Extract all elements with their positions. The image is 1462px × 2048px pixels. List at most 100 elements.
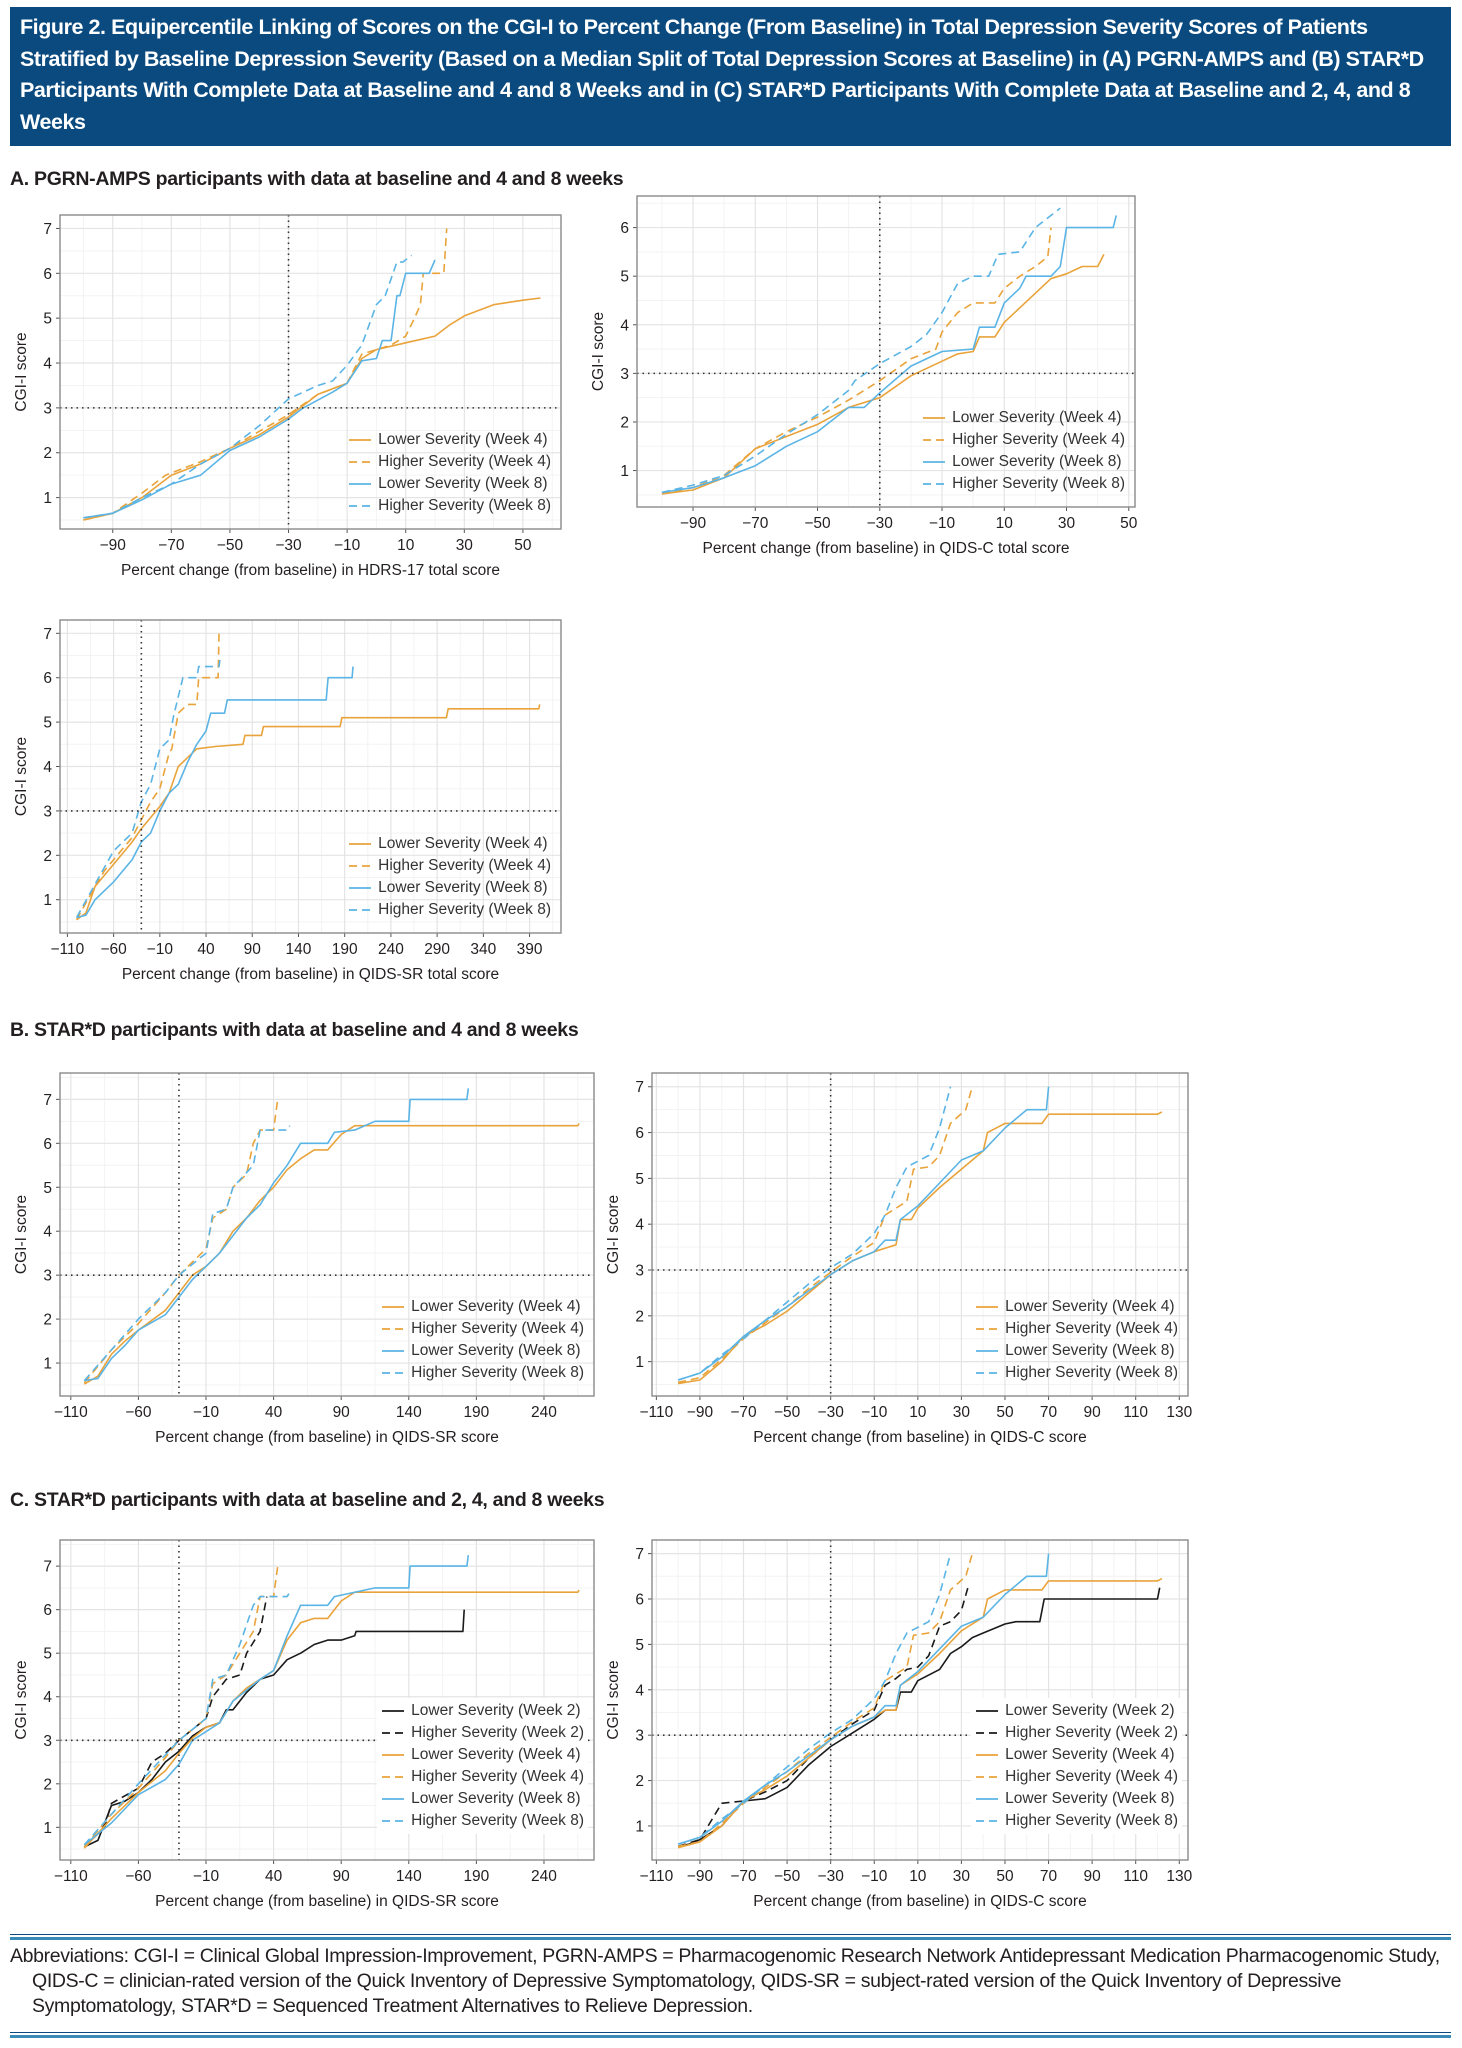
x-tick-label: −70 (730, 1404, 757, 1421)
x-tick-label: −110 (54, 1404, 88, 1421)
x-tick-label: −110 (639, 1868, 673, 1885)
footnote-top-rule (10, 1934, 1451, 1940)
legend-label: Higher Severity (Week 8) (952, 475, 1125, 492)
y-axis-title: CGI-I score (605, 1660, 622, 1739)
x-tick-label: 90 (1084, 1868, 1102, 1885)
x-tick-label: −110 (54, 1868, 88, 1885)
legend-item: Higher Severity (Week 8) (348, 899, 551, 921)
chart-svg: −110 −60 −10 40 90 140 190 240 1 2 3 4 5 6 7 Percent ch… (13, 1072, 595, 1446)
x-tick-label: −50 (774, 1404, 801, 1421)
chart-svg: −90 −70 −50 −30 −10 10 30 50 1 2 3 4 5 6 7 Percent chan… (13, 214, 562, 579)
x-tick-label: 390 (517, 941, 543, 958)
y-axis-title: CGI-I score (13, 332, 30, 411)
y-tick-label: 7 (43, 1559, 52, 1576)
x-tick-label: 70 (1040, 1868, 1058, 1885)
y-tick-label: 7 (635, 1546, 644, 1563)
legend-item: Higher Severity (Week 4) (381, 1766, 584, 1788)
y-tick-label: 3 (43, 803, 52, 820)
legend-key (923, 439, 946, 441)
legend-item: Lower Severity (Week 4) (348, 833, 551, 855)
x-tick-label: −50 (804, 515, 831, 532)
x-tick-label: −10 (193, 1404, 220, 1421)
x-tick-label: 70 (1040, 1404, 1058, 1421)
series-line-higher-severity-week-8 (677, 1553, 952, 1845)
x-axis-title: Percent change (from baseline) in QIDS-C… (753, 1893, 1086, 1910)
chart-svg: −110 −60 −10 40 90 140 190 240 290 340 390 1 2 3 4 5 6 7 P… (13, 619, 562, 983)
legend-label: Lower Severity (Week 8) (952, 453, 1122, 470)
chart-a-hdrs17: −90 −70 −50 −30 −10 10 30 50 1 2 3 4 5 6 7 Percent chan… (0, 200, 576, 591)
legend-key (349, 909, 372, 911)
plot-frame (59, 1539, 595, 1861)
legend-label: Higher Severity (Week 4) (1005, 1320, 1178, 1337)
series-line-lower-severity-week-2 (677, 1587, 1161, 1848)
series-line-higher-severity-week-4 (661, 227, 1052, 495)
section-a-heading: A. PGRN-AMPS participants with data at b… (10, 168, 624, 190)
y-tick-label: 5 (635, 1171, 644, 1188)
legend-label: Higher Severity (Week 4) (1005, 1768, 1178, 1785)
y-axis-title: CGI-I score (13, 1660, 30, 1739)
x-axis-title: Percent change (from baseline) in QIDS-C… (753, 1429, 1086, 1446)
legend-label: Higher Severity (Week 8) (411, 1812, 584, 1829)
legend-item: Lower Severity (Week 4) (975, 1744, 1178, 1766)
y-tick-label: 4 (43, 1689, 52, 1706)
legend-key (976, 1372, 999, 1374)
legend-key (382, 1754, 405, 1756)
x-tick-label: −10 (334, 537, 361, 554)
chart-a-qids-sr: −110 −60 −10 40 90 140 190 240 290 340 390 1 2 3 4 5 6 7 P… (0, 605, 576, 995)
x-tick-label: −70 (730, 1868, 757, 1885)
legend-item: Lower Severity (Week 2) (975, 1700, 1178, 1722)
y-tick-label: 2 (43, 1312, 52, 1329)
y-tick-label: 5 (43, 1180, 52, 1197)
legend-label: Higher Severity (Week 4) (411, 1768, 584, 1785)
x-tick-label: −30 (818, 1868, 845, 1885)
x-tick-label: −60 (100, 941, 127, 958)
legend-label: Lower Severity (Week 4) (1005, 1298, 1175, 1315)
legend-key (382, 1372, 405, 1374)
figure-title: Figure 2. Equipercentile Linking of Scor… (10, 7, 1451, 146)
legend-label: Lower Severity (Week 2) (411, 1702, 581, 1719)
legend-label: Higher Severity (Week 8) (1005, 1812, 1178, 1829)
y-tick-label: 6 (635, 1125, 644, 1142)
series-line-lower-severity-week-4 (83, 1123, 580, 1385)
x-tick-label: 240 (531, 1868, 557, 1885)
legend-item: Lower Severity (Week 8) (348, 877, 551, 899)
series-line-higher-severity-week-2 (83, 1596, 268, 1848)
legend-item: Lower Severity (Week 4) (381, 1296, 584, 1318)
y-axis-title: CGI-I score (590, 312, 607, 391)
x-axis-title: Percent change (from baseline) in QIDS-S… (155, 1893, 499, 1910)
series-line-lower-severity-week-4 (76, 704, 541, 921)
y-tick-label: 1 (635, 1354, 644, 1371)
legend-key (382, 1710, 405, 1712)
x-tick-label: −10 (861, 1404, 888, 1421)
legend-item: Lower Severity (Week 4) (348, 429, 551, 451)
x-tick-label: −90 (687, 1404, 714, 1421)
y-tick-label: 3 (635, 1263, 644, 1280)
chart-legend: Lower Severity (Week 4) Higher Severity (… (377, 1294, 588, 1386)
legend-key (349, 887, 372, 889)
footnote-bottom-rule (10, 2032, 1451, 2038)
legend-label: Higher Severity (Week 8) (378, 497, 551, 514)
y-tick-label: 1 (635, 1818, 644, 1835)
legend-item: Higher Severity (Week 4) (975, 1318, 1178, 1340)
y-tick-label: 3 (635, 1728, 644, 1745)
legend-label: Lower Severity (Week 4) (378, 431, 548, 448)
legend-label: Lower Severity (Week 4) (378, 835, 548, 852)
y-tick-label: 4 (620, 317, 629, 334)
x-tick-label: 10 (996, 515, 1014, 532)
legend-label: Higher Severity (Week 8) (1005, 1364, 1178, 1381)
x-tick-label: 30 (953, 1868, 971, 1885)
y-tick-label: 6 (635, 1592, 644, 1609)
chart-legend: Lower Severity (Week 4) Higher Severity (… (344, 831, 555, 923)
series-line-lower-severity-week-8 (677, 1553, 1050, 1845)
chart-a-qids-c: −90 −70 −50 −30 −10 10 30 50 1 2 3 4 5 6 Percent chang… (577, 181, 1150, 569)
legend-item: Lower Severity (Week 8) (975, 1340, 1178, 1362)
x-tick-label: 40 (265, 1404, 283, 1421)
legend-key (976, 1820, 999, 1822)
x-tick-label: −90 (680, 515, 707, 532)
legend-item: Higher Severity (Week 8) (975, 1810, 1178, 1832)
x-tick-label: 340 (470, 941, 496, 958)
x-tick-label: −30 (867, 515, 894, 532)
y-tick-label: 5 (43, 1646, 52, 1663)
legend-label: Lower Severity (Week 4) (952, 409, 1122, 426)
y-tick-label: 6 (43, 266, 52, 283)
